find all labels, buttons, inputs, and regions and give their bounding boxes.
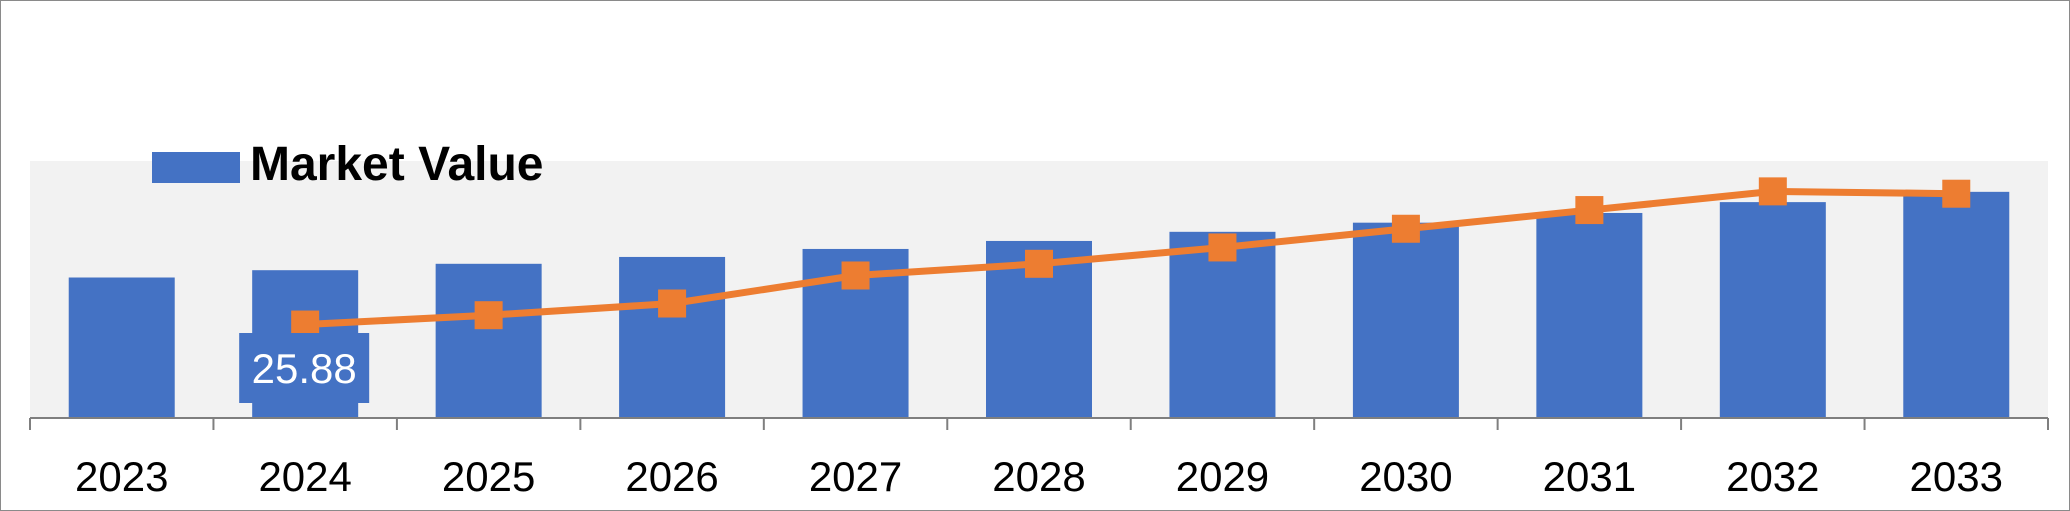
x-tick-label-2030: 2030 <box>1359 453 1452 500</box>
x-tick-label-2029: 2029 <box>1176 453 1269 500</box>
bar-2033 <box>1903 191 2010 418</box>
bar-2032 <box>1719 202 1826 418</box>
x-tick-label-2033: 2033 <box>1910 453 2003 500</box>
line-marker-2026 <box>658 289 687 318</box>
x-tick-label-2032: 2032 <box>1726 453 1819 500</box>
line-marker-2025 <box>474 301 503 330</box>
line-marker-2029 <box>1208 233 1237 262</box>
data-label-2024: 25.88 <box>252 345 357 392</box>
line-marker-2032 <box>1758 177 1787 206</box>
x-tick-label-2027: 2027 <box>809 453 902 500</box>
x-axis: 2023 2024 2025 2026 2027 2028 2029 2030 2031 2032… <box>29 417 2049 500</box>
line-marker-2028 <box>1025 249 1053 278</box>
x-tick-label-2028: 2028 <box>992 453 1085 500</box>
bar-2025 <box>435 263 542 418</box>
bar-2023 <box>68 277 175 418</box>
bar-2026 <box>619 256 726 418</box>
bar-2030 <box>1352 222 1459 418</box>
x-tick-label-2025: 2025 <box>442 453 535 500</box>
line-marker-2031 <box>1575 196 1604 225</box>
x-tick-label-2024: 2024 <box>258 453 351 500</box>
data-label-box-2024 <box>239 333 370 403</box>
x-tick-label-2031: 2031 <box>1543 453 1636 500</box>
legend-label-market-value: Market Value <box>250 138 543 191</box>
x-tick-label-2026: 2026 <box>625 453 718 500</box>
legend-swatch-market-value <box>152 152 240 183</box>
data-labels: 25.88 <box>239 333 370 403</box>
line-marker-2033 <box>1942 179 1971 208</box>
bar-2029 <box>1169 231 1276 418</box>
legend: Market Value <box>152 138 543 191</box>
bar-2031 <box>1536 212 1643 418</box>
line-series-path <box>305 187 1957 329</box>
x-tick-label-2023: 2023 <box>75 453 168 500</box>
line-series <box>291 177 1971 339</box>
line-marker-2027 <box>841 261 870 290</box>
line-marker-2030 <box>1391 214 1420 243</box>
